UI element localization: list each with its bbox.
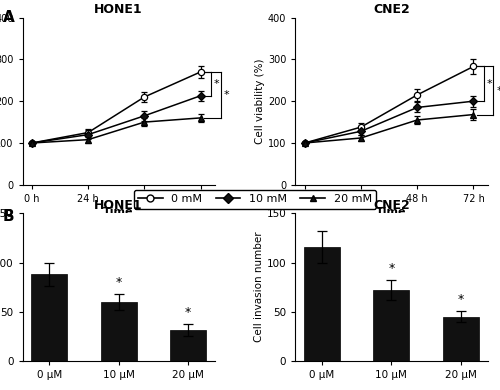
Text: *: * (224, 90, 229, 100)
Text: *: * (214, 79, 220, 89)
Title: CNE2: CNE2 (373, 4, 410, 16)
Text: A: A (2, 10, 14, 25)
Title: CNE2: CNE2 (373, 199, 410, 212)
Text: *: * (458, 293, 464, 306)
Title: HONE1: HONE1 (94, 199, 143, 212)
Bar (31, 274, 68, 361)
Text: *: * (185, 307, 191, 319)
X-axis label: Time: Time (376, 207, 406, 216)
Bar (442, 317, 479, 361)
Y-axis label: Cell invasion number: Cell invasion number (254, 232, 264, 342)
Text: *: * (116, 276, 121, 289)
Bar (170, 330, 206, 361)
Title: HONE1: HONE1 (94, 4, 143, 16)
Bar (374, 290, 410, 361)
Text: *: * (496, 85, 500, 96)
Legend: 0 mM, 10 mM, 20 mM: 0 mM, 10 mM, 20 mM (134, 190, 376, 209)
X-axis label: Time: Time (104, 207, 134, 216)
Bar (304, 247, 340, 361)
Y-axis label: Cell viability (%): Cell viability (%) (255, 58, 265, 144)
Bar (100, 302, 136, 361)
Text: *: * (487, 79, 492, 89)
Text: B: B (2, 209, 14, 223)
Text: *: * (388, 262, 394, 275)
